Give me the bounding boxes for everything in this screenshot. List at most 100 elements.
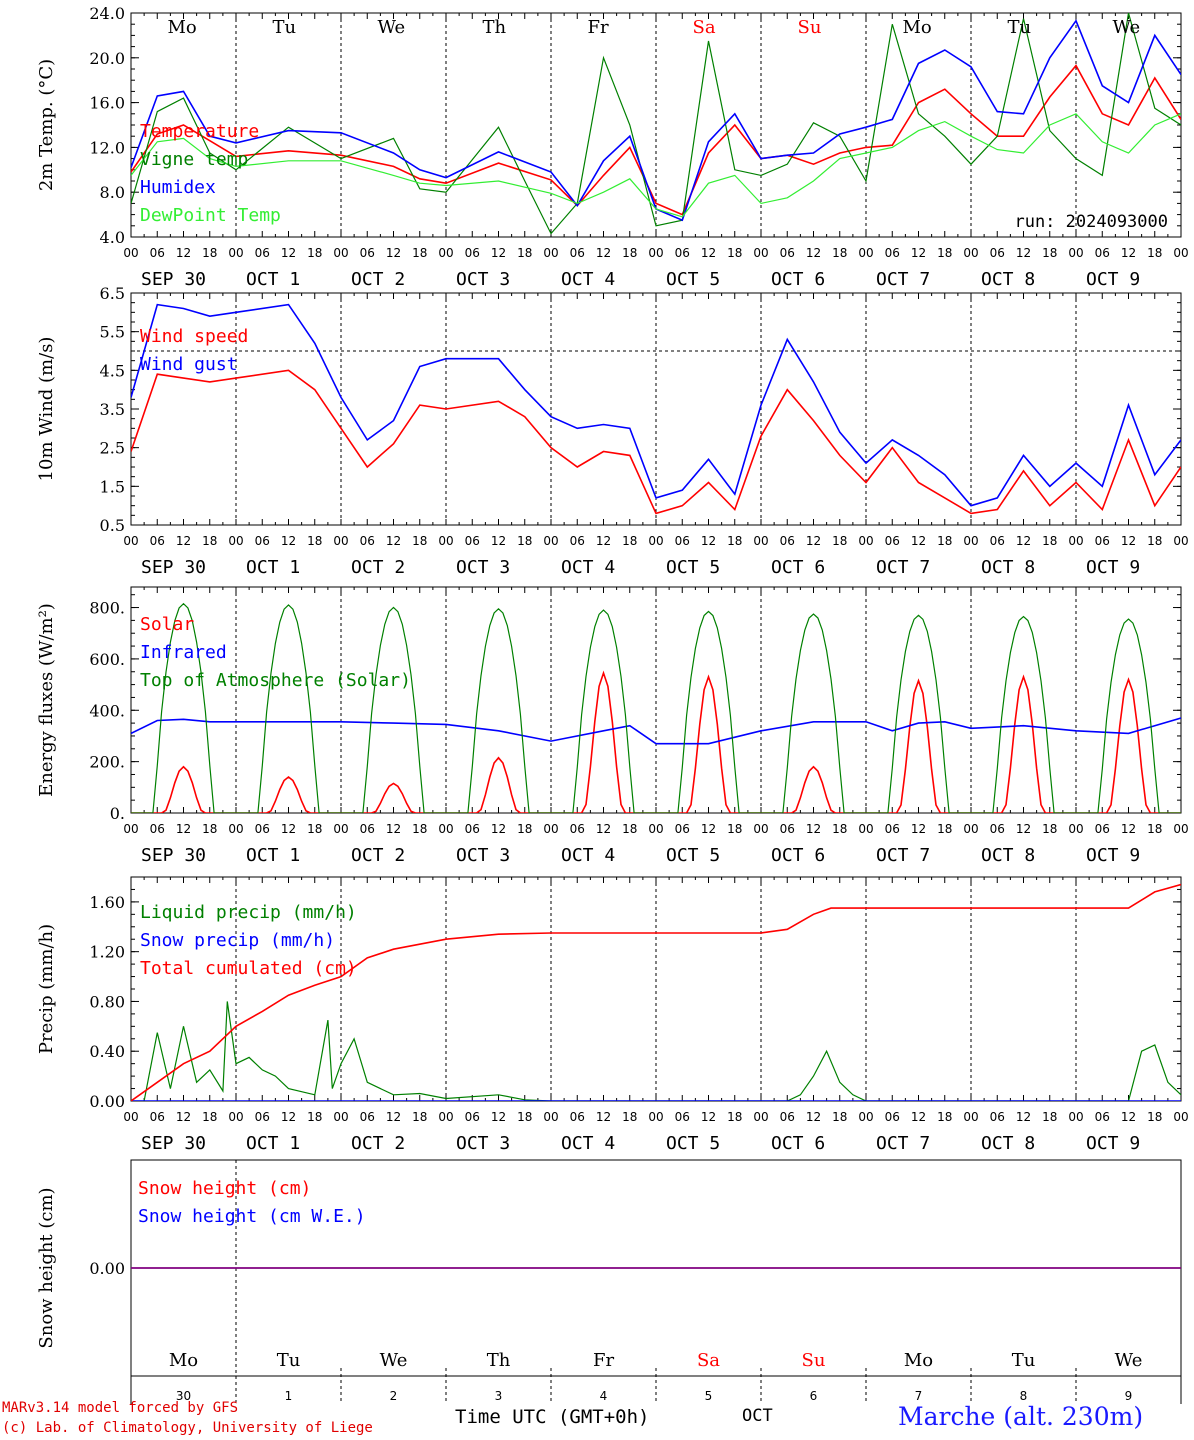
hour-tick-label: 00 [438,534,453,548]
series-line [131,369,1181,515]
hour-tick-label: 18 [517,822,532,836]
date-label: OCT 3 [456,557,510,578]
hour-tick-label: 00 [228,246,243,260]
hour-tick-label: 06 [990,534,1005,548]
day-label: Fr [588,17,609,38]
y-tick-label: 2.5 [100,439,125,458]
hour-tick-label: 12 [1121,534,1136,548]
hour-tick-label: 06 [465,246,480,260]
hour-tick-label: 06 [570,1110,585,1124]
hour-tick-label: 12 [281,822,296,836]
hour-tick-label: 00 [1068,534,1083,548]
date-label: OCT 2 [351,269,405,290]
hour-tick-label: 06 [360,1110,375,1124]
date-label: SEP 30 [141,845,206,866]
hour-tick-label: 12 [281,534,296,548]
hour-tick-label: 00 [543,1110,558,1124]
day-label: Fr [593,1350,614,1371]
date-label: OCT 1 [246,557,300,578]
hour-tick-label: 00 [1068,1110,1083,1124]
legend-entry: Snow height (cm) [138,1178,311,1199]
date-label: OCT 6 [771,845,825,866]
day-label: Tu [273,17,297,38]
date-label: OCT 6 [771,1133,825,1154]
date-label: OCT 7 [876,845,930,866]
hour-tick-label: 00 [333,534,348,548]
hour-tick-label: 06 [885,534,900,548]
date-label: OCT 4 [561,1133,615,1154]
hour-tick-label: 00 [333,1110,348,1124]
hour-tick-label: 12 [596,246,611,260]
month-label: OCT [742,1406,773,1426]
date-label: OCT 8 [981,557,1035,578]
day-number: 2 [390,1389,398,1403]
date-label: OCT 7 [876,269,930,290]
date-label: OCT 9 [1086,1133,1140,1154]
legend-entry: Snow height (cm W.E.) [138,1206,366,1227]
y-tick-label: 6.5 [100,284,125,303]
hour-tick-label: 18 [937,246,952,260]
day-label: Mo [169,1350,198,1371]
hour-tick-label: 06 [885,822,900,836]
hour-tick-label: 00 [648,246,663,260]
y-tick-label: 24.0 [89,4,125,23]
hour-tick-label: 12 [911,246,926,260]
legend-entry: Top of Atmosphere (Solar) [140,670,411,691]
y-tick-label: 200. [89,753,125,772]
day-number: 3 [495,1389,503,1403]
legend-entry: Infrared [140,642,227,663]
hour-tick-label: 12 [1121,1110,1136,1124]
hour-tick-label: 18 [937,822,952,836]
series-line [131,602,1181,813]
hour-tick-label: 00 [1068,822,1083,836]
hour-tick-label: 06 [150,822,165,836]
y-tick-label: 400. [89,701,125,720]
y-tick-label: 0.5 [100,516,125,535]
date-label: OCT 6 [771,557,825,578]
hour-tick-label: 12 [386,1110,401,1124]
hour-tick-label: 18 [517,246,532,260]
hour-tick-label: 18 [412,1110,427,1124]
hour-tick-label: 18 [202,1110,217,1124]
hour-tick-label: 00 [123,1110,138,1124]
hour-tick-label: 00 [963,534,978,548]
hour-tick-label: 18 [1042,822,1057,836]
hour-tick-label: 00 [1068,246,1083,260]
hour-tick-label: 18 [307,534,322,548]
day-number: 5 [705,1389,713,1403]
y-tick-label: 20.0 [89,49,125,68]
legend-entry: Wind speed [140,326,248,347]
series-line [131,64,1181,216]
day-label: We [380,1350,408,1371]
hour-tick-label: 00 [333,246,348,260]
date-label: OCT 3 [456,845,510,866]
hour-tick-label: 18 [832,246,847,260]
hour-tick-label: 12 [281,246,296,260]
panel-4 [130,876,1182,1102]
hour-tick-label: 12 [911,534,926,548]
y-tick-label: 4.0 [100,228,125,247]
panel-3 [130,586,1182,814]
hour-tick-label: 12 [176,246,191,260]
hour-tick-label: 18 [202,246,217,260]
day-number: 9 [1125,1389,1133,1403]
hour-tick-label: 18 [622,534,637,548]
hour-tick-label: 12 [1016,246,1031,260]
hour-tick-label: 00 [648,822,663,836]
hour-tick-label: 06 [1095,534,1110,548]
date-label: OCT 5 [666,557,720,578]
hour-tick-label: 06 [255,534,270,548]
hour-tick-label: 18 [202,822,217,836]
hour-tick-label: 00 [228,1110,243,1124]
hour-tick-label: 06 [780,534,795,548]
model-credit: MARv3.14 model forced by GFS [2,1400,239,1416]
hour-tick-label: 00 [1173,822,1188,836]
hour-tick-label: 18 [937,1110,952,1124]
series-line [131,1001,1181,1101]
hour-tick-label: 00 [543,246,558,260]
hour-tick-label: 12 [176,534,191,548]
hour-tick-label: 12 [491,822,506,836]
hour-tick-label: 06 [360,822,375,836]
hour-tick-label: 06 [990,1110,1005,1124]
y-tick-label: 1.5 [100,477,125,496]
